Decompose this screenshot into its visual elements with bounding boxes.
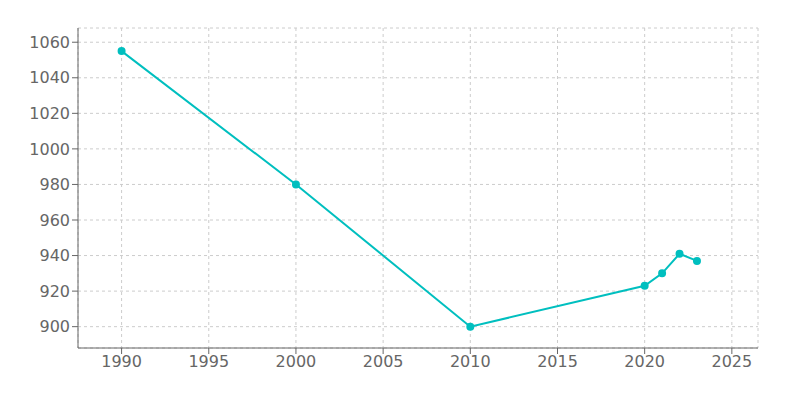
svg-text:1040: 1040 <box>29 68 70 87</box>
svg-text:2010: 2010 <box>450 352 491 371</box>
svg-text:1995: 1995 <box>188 352 229 371</box>
svg-text:1060: 1060 <box>29 33 70 52</box>
svg-text:1020: 1020 <box>29 104 70 123</box>
svg-text:2000: 2000 <box>276 352 317 371</box>
svg-text:2015: 2015 <box>537 352 578 371</box>
svg-text:980: 980 <box>39 175 70 194</box>
svg-text:900: 900 <box>39 317 70 336</box>
svg-text:2025: 2025 <box>711 352 752 371</box>
svg-text:940: 940 <box>39 246 70 265</box>
svg-text:2020: 2020 <box>624 352 665 371</box>
svg-text:920: 920 <box>39 282 70 301</box>
svg-text:960: 960 <box>39 211 70 230</box>
svg-text:2005: 2005 <box>363 352 404 371</box>
svg-text:1000: 1000 <box>29 140 70 159</box>
svg-text:1990: 1990 <box>101 352 142 371</box>
